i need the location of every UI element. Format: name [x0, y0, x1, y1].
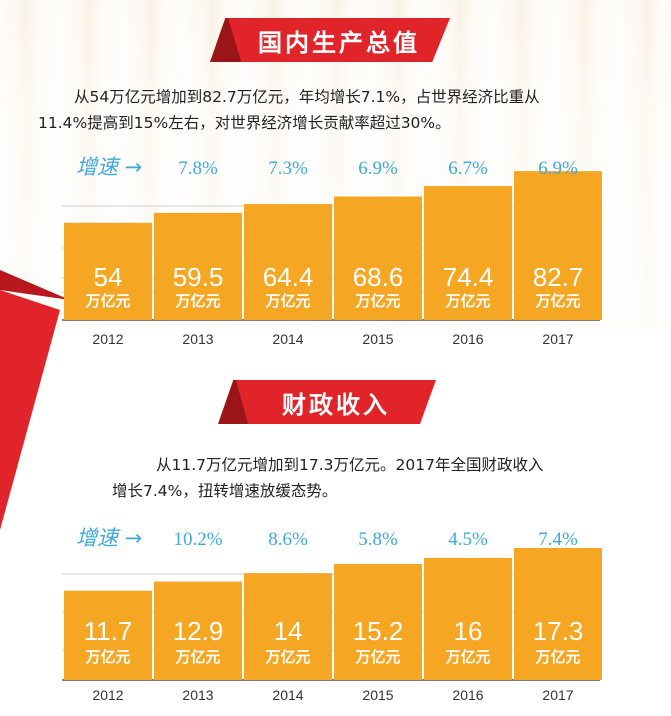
growth-rate-value: 5.8%	[358, 529, 398, 550]
x-tick-label: 2015	[362, 687, 393, 703]
bar-unit-label: 万亿元	[534, 292, 580, 310]
x-tick-label: 2017	[542, 687, 573, 703]
bar-2015	[334, 564, 422, 680]
bar-value-label: 15.2	[353, 616, 404, 646]
revenue-description-line1: 从11.7万亿元增加到17.3万亿元。2017年全国财政收入	[156, 456, 544, 474]
x-tick-label: 2013	[182, 687, 213, 703]
x-tick-label: 2012	[92, 331, 123, 347]
growth-rate-value: 10.2%	[173, 529, 222, 550]
bar-2013	[154, 581, 242, 680]
bar-unit-label: 万亿元	[444, 648, 490, 666]
bar-2014	[244, 204, 332, 320]
bar-unit-label: 万亿元	[354, 292, 400, 310]
growth-rate-value: 6.9%	[538, 158, 578, 179]
bar-2017	[514, 171, 602, 320]
gdp-bar-chart: 增速 →54万亿元201259.5万亿元20137.8%64.4万亿元20147…	[62, 155, 602, 347]
section-title-gdp: 国内生产总值	[228, 18, 450, 62]
growth-rate-value: 6.9%	[358, 158, 398, 179]
x-tick-label: 2016	[452, 687, 483, 703]
bar-value-label: 17.3	[533, 616, 584, 646]
red-corner-decoration	[0, 270, 70, 530]
growth-rate-value: 7.8%	[178, 158, 218, 179]
bar-unit-label: 万亿元	[84, 292, 130, 310]
bar-2017	[514, 547, 602, 680]
bar-unit-label: 万亿元	[444, 292, 490, 310]
growth-rate-value: 6.7%	[448, 158, 488, 179]
x-tick-label: 2015	[362, 331, 393, 347]
bar-2012	[64, 590, 152, 680]
bar-value-label: 14	[274, 616, 303, 646]
bar-value-label: 68.6	[353, 262, 404, 292]
x-tick-label: 2013	[182, 331, 213, 347]
bar-unit-label: 万亿元	[534, 648, 580, 666]
growth-rate-label: 增速 →	[76, 155, 142, 179]
section-title-revenue: 财政收入	[236, 380, 436, 424]
bar-unit-label: 万亿元	[264, 648, 310, 666]
bar-value-label: 74.4	[443, 262, 494, 292]
growth-rate-value: 7.4%	[538, 529, 578, 550]
bar-value-label: 64.4	[263, 262, 314, 292]
bar-value-label: 82.7	[533, 262, 584, 292]
bar-value-label: 54	[94, 262, 123, 292]
growth-rate-value: 4.5%	[448, 529, 488, 550]
growth-rate-label: 增速 →	[76, 526, 142, 550]
bar-unit-label: 万亿元	[354, 648, 400, 666]
bar-value-label: 12.9	[173, 616, 224, 646]
revenue-bar-chart: 增速 → 11.7 万亿元 2012 12.9 万亿元 2013 10.2% 14 万亿元 2014…	[62, 526, 602, 703]
bar-value-label: 16	[454, 616, 483, 646]
x-tick-label: 2014	[272, 687, 303, 703]
x-tick-label: 2014	[272, 331, 303, 347]
bar-2012	[64, 222, 152, 320]
bar-unit-label: 万亿元	[84, 648, 130, 666]
revenue-description-line2: 增长7.4%，扭转增速放缓态势。	[112, 482, 338, 500]
bar-value-label: 11.7	[84, 616, 133, 646]
bar-2016	[424, 186, 512, 320]
growth-rate-value: 8.6%	[268, 529, 308, 550]
bar-2016	[424, 557, 512, 680]
x-tick-label: 2017	[542, 331, 573, 347]
x-tick-label: 2016	[452, 331, 483, 347]
growth-rate-value: 7.3%	[268, 158, 308, 179]
bar-2014	[244, 573, 332, 680]
bar-unit-label: 万亿元	[174, 292, 220, 310]
bar-2015	[334, 196, 422, 320]
bar-2013	[154, 212, 242, 320]
bar-unit-label: 万亿元	[264, 292, 310, 310]
x-tick-label: 2012	[92, 687, 123, 703]
bar-value-label: 59.5	[173, 262, 224, 292]
bar-unit-label: 万亿元	[174, 648, 220, 666]
gdp-description-line1: 从54万亿元增加到82.7万亿元，年均增长7.1%，占世界经济比重从	[74, 88, 540, 106]
gdp-description-line2: 11.4%提高到15%左右，对世界经济增长贡献率超过30%。	[38, 114, 451, 132]
